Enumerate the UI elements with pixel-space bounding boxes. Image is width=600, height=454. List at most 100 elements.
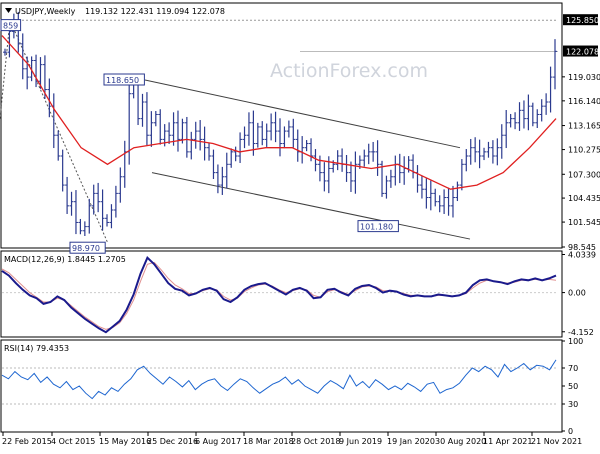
- price-bar: [144, 92, 149, 146]
- price-bar: [69, 191, 74, 216]
- price-bar: [20, 33, 25, 80]
- price-bar: [60, 149, 65, 192]
- fib-dotted-line: [0, 20, 11, 119]
- y-tick-label: 110.275: [568, 146, 600, 155]
- price-bar: [264, 123, 269, 147]
- x-tick-label: 30 Aug 2020: [435, 437, 486, 446]
- price-bar: [171, 112, 176, 146]
- price-bar: [87, 198, 92, 234]
- y-tick-label: 107.300: [568, 170, 600, 179]
- price-bar: [158, 109, 163, 145]
- price-bar: [29, 56, 34, 82]
- price-bar: [548, 66, 553, 113]
- rsi-line: [1, 359, 557, 400]
- annotation-label: 118.650: [103, 73, 145, 86]
- annotation-text: 98.970: [72, 244, 100, 253]
- price-bar: [47, 78, 52, 118]
- level-badge: [563, 14, 598, 26]
- price-bar: [73, 190, 78, 235]
- annotation-label: 859: [0, 19, 22, 32]
- x-tick-label: 25 Dec 2016: [147, 437, 198, 446]
- price-bar: [220, 166, 225, 195]
- price-bar: [521, 100, 526, 129]
- y-tick-label: 119.030: [568, 73, 600, 82]
- price-bar: [175, 110, 180, 152]
- price-bar: [25, 56, 30, 90]
- y-tick-label: 122.078: [566, 48, 599, 57]
- rsi-title: RSI(14) 79.4353: [4, 344, 69, 353]
- price-bar: [482, 147, 487, 161]
- price-bar: [304, 140, 309, 152]
- price-bar: [535, 109, 540, 129]
- annotation-box: [103, 73, 145, 86]
- price-bar: [215, 164, 220, 194]
- x-tick-label: 4 Oct 2015: [51, 437, 95, 446]
- price-bar: [118, 167, 123, 203]
- price-bar: [450, 185, 455, 218]
- price-bar: [105, 214, 110, 227]
- price-bar: [180, 118, 185, 144]
- x-tick-label: 28 Oct 2018: [291, 437, 340, 446]
- channel-lower-line: [151, 172, 471, 240]
- macd-line: [1, 255, 557, 334]
- price-bar: [3, 48, 7, 56]
- price-bar: [499, 124, 504, 159]
- x-tick-label: 15 May 2016: [99, 437, 151, 446]
- price-bar: [504, 109, 509, 149]
- price-bar: [78, 218, 83, 235]
- last-price-badge: [563, 45, 598, 57]
- price-bar: [473, 137, 478, 163]
- price-bar: [153, 110, 158, 127]
- price-bar: [96, 182, 101, 213]
- x-tick-label: 11 Apr 2021: [483, 437, 532, 446]
- price-bar: [468, 138, 473, 165]
- macd-title: MACD(12,26,9) 1.8445 1.2705: [4, 255, 126, 264]
- rsi-y-label: 100: [568, 337, 583, 346]
- price-bar: [198, 120, 203, 151]
- price-bar: [184, 116, 189, 158]
- price-bar: [269, 113, 274, 141]
- macd-y-label: -4.152: [568, 328, 594, 337]
- price-bar: [433, 188, 438, 207]
- annotation-label: 98.970: [69, 241, 106, 254]
- price-bar: [278, 118, 282, 157]
- rsi-y-label: 50: [568, 382, 578, 391]
- watermark: ActionForex.com: [270, 60, 428, 82]
- dropdown-arrow-icon[interactable]: [5, 8, 12, 13]
- price-bar: [375, 140, 380, 176]
- channel-upper-line: [144, 79, 461, 149]
- price-bar: [167, 122, 172, 144]
- price-bar: [446, 187, 451, 216]
- price-bar: [56, 130, 61, 161]
- annotation-box: [0, 19, 22, 32]
- price-bar: [149, 111, 154, 147]
- price-bar: [113, 185, 118, 218]
- price-bar: [366, 143, 371, 165]
- price-bar: [459, 159, 464, 191]
- annotation-label: 101.180: [357, 220, 399, 233]
- price-bar: [348, 161, 353, 192]
- x-tick-label: 18 Mar 2018: [243, 437, 294, 446]
- x-tick-label: 19 Jan 2020: [387, 437, 435, 446]
- annotation-text: 118.650: [106, 76, 139, 85]
- price-bar: [508, 113, 513, 128]
- price-bar: [251, 110, 256, 156]
- price-bar: [286, 120, 291, 138]
- price-bar: [362, 149, 367, 167]
- x-tick-label: 22 Feb 2015: [2, 437, 52, 446]
- y-tick-label: 104.435: [568, 194, 600, 203]
- y-tick-label: 98.545: [568, 243, 596, 252]
- price-bar: [384, 175, 389, 199]
- price-bar: [42, 55, 47, 99]
- price-bar: [229, 148, 234, 168]
- price-bar: [388, 169, 393, 188]
- price-bar: [539, 99, 544, 122]
- price-bar: [371, 141, 376, 162]
- price-bar: [295, 129, 300, 162]
- x-tick-label: 9 Jun 2019: [339, 437, 382, 446]
- macd-panel: [0, 250, 563, 338]
- annotation-text: 859: [3, 22, 18, 31]
- price-title: USDJPY,Weekly: [15, 7, 76, 16]
- price-bar: [544, 93, 549, 115]
- price-bar: [7, 26, 12, 58]
